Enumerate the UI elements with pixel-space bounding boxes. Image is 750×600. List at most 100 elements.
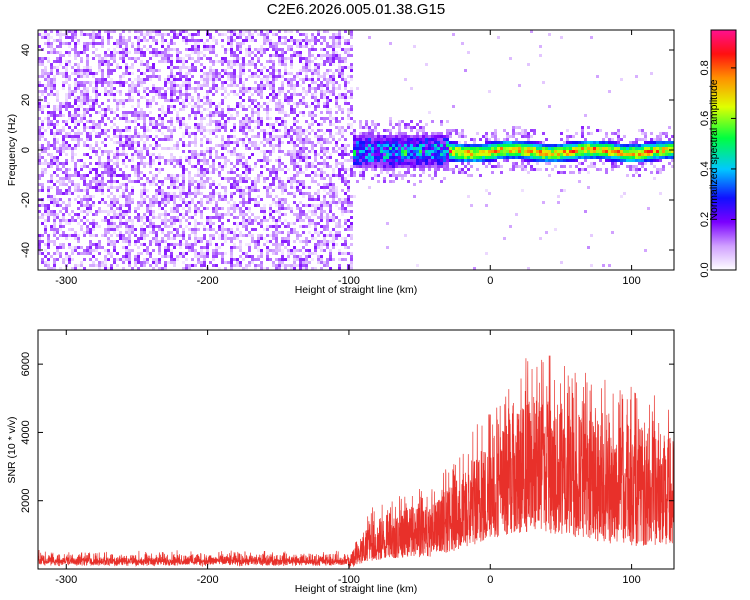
heatmap-cell [305,162,308,165]
heatmap-cell [116,102,119,105]
heatmap-cell [128,219,131,222]
heatmap-cell [74,114,77,117]
heatmap-cell [212,114,215,117]
heatmap-cell [233,183,236,186]
heatmap-cell [350,36,353,39]
heatmap-cell [239,90,242,93]
heatmap-cell [236,153,239,156]
heatmap-cell [53,93,56,96]
heatmap-cell [179,60,182,63]
heatmap-cell [308,123,311,126]
heatmap-cell [332,87,335,90]
heatmap-cell [263,207,266,210]
heatmap-cell [77,237,80,240]
heatmap-cell [194,207,197,210]
heatmap-cell [194,126,197,129]
heatmap-cell [266,162,269,165]
heatmap-cell [281,105,284,108]
heatmap-cell [182,168,185,171]
heatmap-cell [152,216,155,219]
heatmap-cell [221,123,224,126]
heatmap-cell [107,186,110,189]
heatmap-cell [122,117,125,120]
heatmap-cell [113,246,116,249]
heatmap-cell [113,57,116,60]
heatmap-cell [128,39,131,42]
heatmap-cell [227,213,230,216]
heatmap-cell [200,264,203,267]
heatmap-cell [266,48,269,51]
heatmap-cell [314,225,317,228]
heatmap-cell [245,51,248,54]
heatmap-cell [65,183,68,186]
heatmap-cell [230,42,233,45]
heatmap-cell [191,69,194,72]
heatmap-cell [209,195,212,198]
heatmap-cell [326,96,329,99]
heatmap-cell [383,153,386,156]
heatmap-cell [293,267,296,270]
heatmap-cell [227,231,230,234]
heatmap-cell [266,240,269,243]
heatmap-cell [143,234,146,237]
heatmap-cell [158,69,161,72]
heatmap-cell [326,150,329,153]
heatmap-cell [227,171,230,174]
heatmap-cell [323,150,326,153]
heatmap-cell [47,51,50,54]
heatmap-cell [107,213,110,216]
heatmap-cell [278,264,281,267]
heatmap-cell [185,192,188,195]
heatmap-cell [74,54,77,57]
heatmap-cell [140,159,143,162]
heatmap-cell [125,111,128,114]
heatmap-cell [311,204,314,207]
heatmap-cell [248,123,251,126]
heatmap-cell [143,36,146,39]
heatmap-cell [155,102,158,105]
heatmap-cell [320,93,323,96]
heatmap-cell [152,183,155,186]
heatmap-cell [206,96,209,99]
heatmap-cell [257,177,260,180]
heatmap-cell [341,180,344,183]
heatmap-cell [272,60,275,63]
heatmap-cell [92,108,95,111]
heatmap-cell [311,213,314,216]
heatmap-cell [170,129,173,132]
heatmap-cell [326,228,329,231]
heatmap-cell [95,234,98,237]
heatmap-cell [179,126,182,129]
heatmap-cell [329,36,332,39]
heatmap-cell [68,90,71,93]
heatmap-cell [212,132,215,135]
heatmap-cell [254,201,257,204]
heatmap-cell [248,129,251,132]
heatmap-cell [266,84,269,87]
heatmap-cell [332,75,335,78]
heatmap-cell [74,171,77,174]
heatmap-cell [209,105,212,108]
heatmap-cell [245,192,248,195]
heatmap-cell [86,96,89,99]
heatmap-cell [41,171,44,174]
heatmap-cell [245,87,248,90]
heatmap-cell [344,153,347,156]
heatmap-cell [191,183,194,186]
heatmap-cell [386,156,389,159]
heatmap-cell [188,81,191,84]
heatmap-cell [80,99,83,102]
heatmap-cell [275,174,278,177]
heatmap-cell [206,198,209,201]
heatmap-cell [47,117,50,120]
heatmap-cell [410,126,413,129]
heatmap-cell [347,54,350,57]
heatmap-cell [191,36,194,39]
heatmap-cell [326,129,329,132]
heatmap-cell [326,78,329,81]
heatmap-cell [290,159,293,162]
heatmap-cell [257,147,260,150]
heatmap-cell [134,168,137,171]
heatmap-cell [335,216,338,219]
heatmap-cell [293,201,296,204]
